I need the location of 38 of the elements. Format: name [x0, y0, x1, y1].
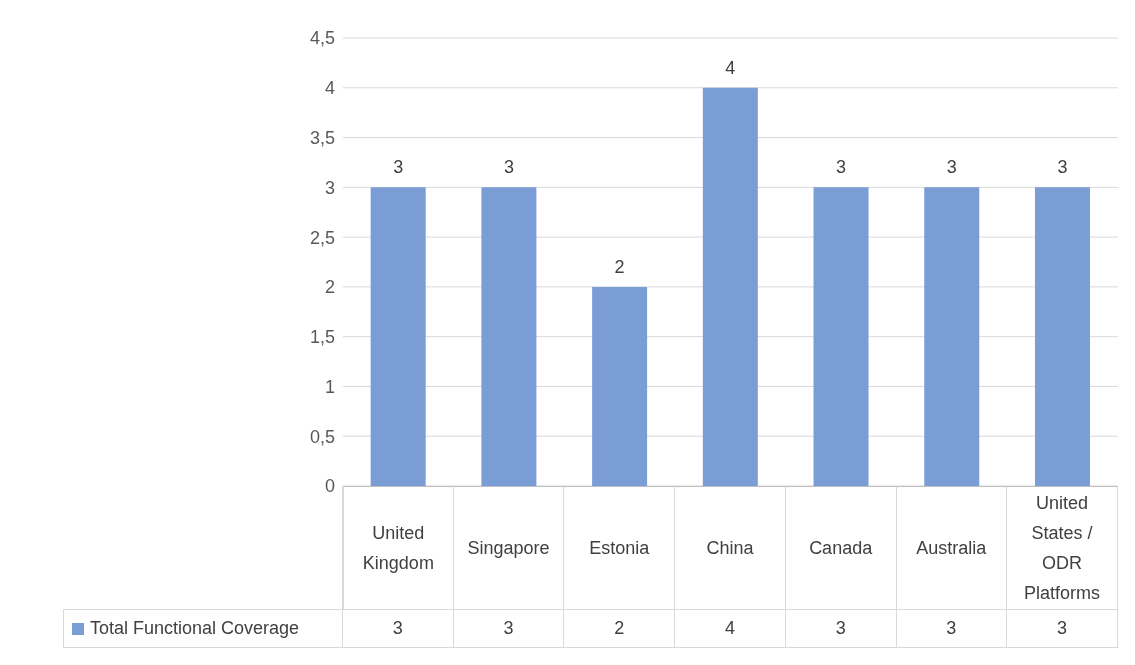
- data-label: 3: [503, 157, 514, 178]
- y-tick-label: 3: [324, 177, 335, 198]
- bar: [370, 187, 426, 486]
- bar: [813, 187, 869, 486]
- text: 3: [896, 610, 1008, 648]
- bar: [1034, 187, 1090, 486]
- data-label: 3: [836, 157, 847, 178]
- y-tick-label: 2: [324, 277, 335, 298]
- y-tick-label: 0: [324, 476, 335, 497]
- x-tick-label: Canada: [785, 486, 897, 610]
- data-label: 3: [946, 157, 957, 178]
- y-tick-label: 2,5: [309, 227, 335, 248]
- x-tick-label: United States / ODR Platforms: [1007, 486, 1118, 610]
- y-tick-label: 4,5: [309, 28, 335, 49]
- text: 2: [564, 610, 676, 648]
- text: 3: [1007, 610, 1118, 648]
- y-tick-label: 0,5: [309, 426, 335, 447]
- data-label: 3: [1057, 157, 1068, 178]
- y-tick-label: 3,5: [309, 127, 335, 148]
- legend-label: Total Functional Coverage: [90, 618, 300, 639]
- data-label: 2: [614, 256, 625, 277]
- text: 4: [675, 610, 786, 648]
- x-tick-label: Australia: [896, 486, 1008, 610]
- x-tick-label: China: [675, 486, 786, 610]
- x-tick-label: United Kingdom: [343, 486, 454, 610]
- y-tick-label: 1,5: [309, 327, 335, 348]
- bar: [592, 286, 648, 486]
- x-tick-label: Singapore: [453, 486, 565, 610]
- text: 3: [453, 610, 565, 648]
- bar: [702, 87, 758, 486]
- data-label: 3: [393, 157, 404, 178]
- bar: [481, 187, 537, 486]
- data-label: 4: [725, 57, 736, 78]
- y-tick-label: 4: [324, 78, 335, 99]
- x-tick-label: Estonia: [564, 486, 676, 610]
- bar: [924, 187, 980, 486]
- text: 3: [785, 610, 897, 648]
- y-tick-label: 1: [324, 376, 335, 397]
